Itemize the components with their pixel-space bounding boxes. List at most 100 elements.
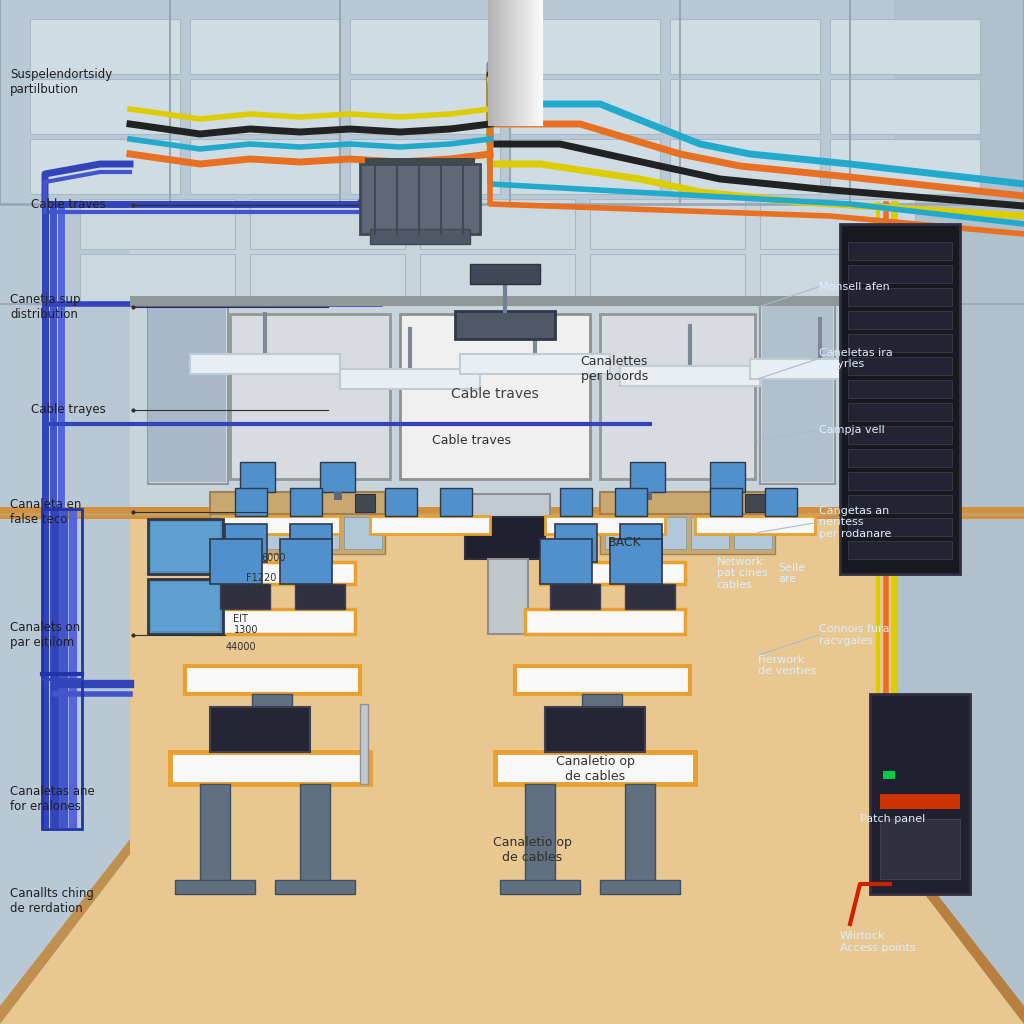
Bar — [319, 462, 355, 492]
Text: Canaletio op
de cables: Canaletio op de cables — [493, 836, 572, 864]
Bar — [648, 517, 686, 549]
Bar — [80, 254, 234, 304]
Bar — [215, 517, 253, 549]
Bar — [0, 0, 1024, 204]
Text: Canaleta en
false teco: Canaleta en false teco — [10, 498, 82, 526]
Bar — [620, 524, 662, 562]
Bar — [540, 562, 685, 584]
Bar — [625, 784, 655, 884]
Bar — [190, 354, 340, 374]
Bar — [148, 306, 226, 482]
Text: Campja vell: Campja vell — [819, 425, 885, 435]
Bar — [210, 512, 385, 554]
Bar — [630, 462, 665, 492]
Bar — [848, 472, 952, 490]
Bar — [883, 771, 895, 779]
Bar — [525, 609, 685, 634]
Bar — [848, 357, 952, 375]
Bar — [510, 79, 660, 134]
Bar — [760, 254, 915, 304]
Bar — [510, 19, 660, 74]
Text: Canalets on
par eitilom: Canalets on par eitilom — [10, 621, 80, 649]
Bar — [765, 488, 797, 516]
Bar — [190, 79, 340, 134]
Bar — [830, 19, 980, 74]
Bar — [510, 139, 660, 194]
Bar — [151, 582, 220, 631]
Polygon shape — [894, 839, 1024, 1024]
Bar — [620, 366, 760, 386]
Bar — [550, 584, 600, 609]
Text: Canetja sup
distribution: Canetja sup distribution — [10, 293, 81, 322]
Bar — [848, 380, 952, 398]
Bar — [217, 769, 327, 784]
Bar — [830, 79, 980, 134]
Bar — [130, 296, 894, 306]
Bar — [250, 199, 406, 249]
Bar — [170, 752, 370, 784]
Bar — [460, 354, 610, 374]
Text: Cable trayes: Cable trayes — [31, 403, 105, 416]
Bar — [848, 403, 952, 421]
Bar — [80, 199, 234, 249]
Bar — [615, 488, 647, 516]
Text: Cable traves: Cable traves — [31, 199, 105, 211]
Bar — [254, 492, 262, 500]
Text: Network
pat cines
cables: Network pat cines cables — [717, 557, 768, 590]
Bar — [0, 507, 1024, 519]
Bar — [610, 539, 662, 584]
Bar — [290, 488, 322, 516]
Bar — [848, 242, 952, 260]
Text: Patch panel: Patch panel — [860, 814, 926, 824]
Bar — [547, 769, 657, 784]
Bar — [440, 488, 472, 516]
Bar — [760, 304, 835, 484]
Text: Cangetas an
neritess
per rodanare: Cangetas an neritess per rodanare — [819, 506, 892, 539]
Bar — [695, 516, 815, 534]
Bar — [848, 449, 952, 467]
Bar — [258, 517, 296, 549]
Bar — [830, 139, 980, 194]
Bar — [848, 265, 952, 283]
Bar — [840, 224, 961, 574]
Bar — [340, 369, 480, 389]
Text: Monsell afen: Monsell afen — [819, 282, 890, 292]
Text: Wiirtock
Access points: Wiirtock Access points — [840, 931, 915, 953]
Bar — [540, 539, 592, 584]
Bar — [30, 139, 180, 194]
Text: 44000: 44000 — [225, 642, 256, 652]
Bar — [500, 880, 580, 894]
Bar — [210, 562, 355, 584]
Bar — [295, 584, 345, 609]
Bar — [220, 584, 270, 609]
Bar — [148, 579, 223, 634]
Bar — [525, 784, 555, 884]
Polygon shape — [894, 0, 1024, 1024]
Bar — [560, 488, 592, 516]
Bar — [625, 584, 675, 609]
Bar — [148, 519, 223, 574]
Bar — [301, 517, 339, 549]
Bar — [420, 254, 575, 304]
Bar — [280, 539, 332, 584]
Bar — [350, 19, 500, 74]
Bar — [848, 288, 952, 306]
Bar — [151, 522, 220, 571]
Text: Caneletas ira
rodyrles: Caneletas ira rodyrles — [819, 347, 893, 370]
Bar — [210, 707, 310, 752]
Bar — [870, 694, 970, 894]
Bar — [252, 694, 292, 774]
Bar — [488, 559, 528, 634]
Bar — [880, 794, 961, 809]
Bar — [195, 609, 355, 634]
Bar — [545, 707, 645, 752]
Bar — [760, 199, 915, 249]
Bar — [210, 492, 385, 514]
Bar — [515, 666, 690, 694]
Bar — [130, 204, 894, 514]
Bar — [495, 752, 695, 784]
Bar — [0, 0, 1024, 514]
Bar — [200, 784, 230, 884]
Bar — [710, 488, 742, 516]
Bar — [670, 19, 820, 74]
